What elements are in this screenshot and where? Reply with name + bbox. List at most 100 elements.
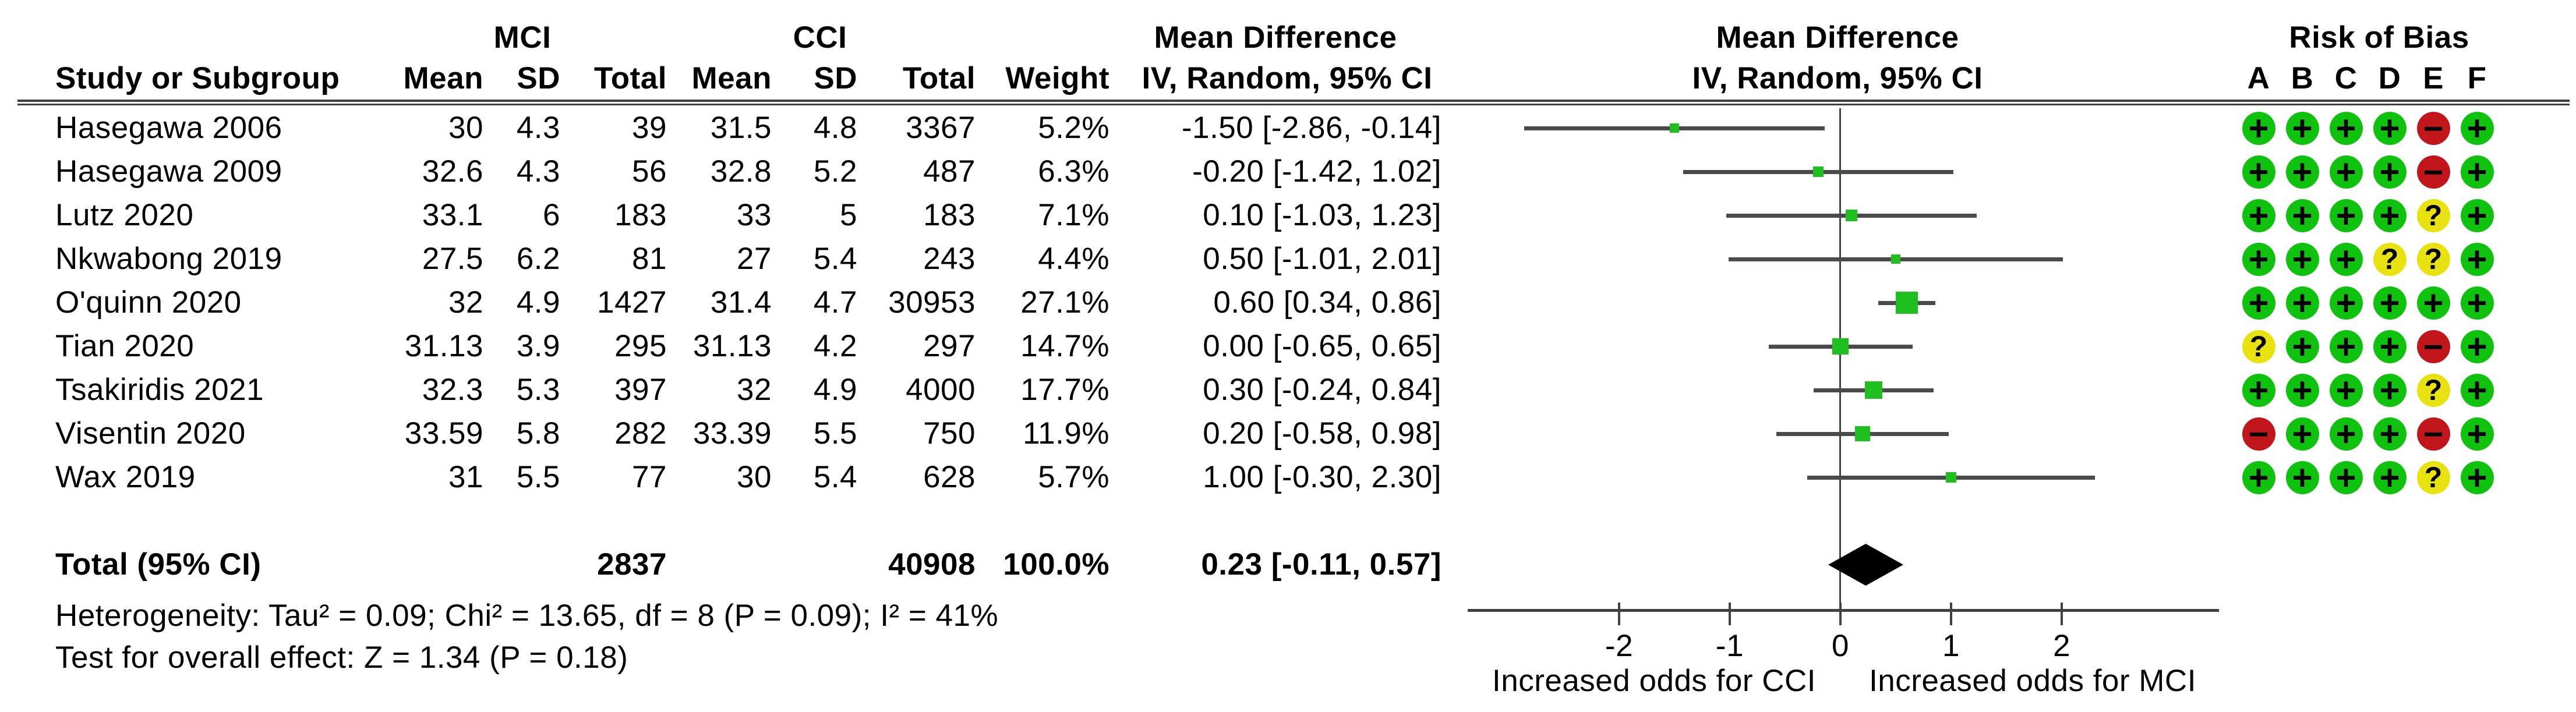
rob-col-letter: D bbox=[2378, 61, 2401, 95]
study-name: Lutz 2020 bbox=[55, 198, 194, 232]
column-header-mean-difference: Mean Difference bbox=[1154, 20, 1397, 55]
study-mci-sd: 5.8 bbox=[516, 416, 560, 451]
study-weight: 11.9% bbox=[1023, 416, 1109, 451]
rob-judgement: − bbox=[2242, 415, 2275, 454]
study-name: Tian 2020 bbox=[55, 329, 195, 363]
effect-square bbox=[1832, 338, 1849, 355]
axis-tick-label: 0 bbox=[1832, 629, 1849, 663]
study-name: O'quinn 2020 bbox=[55, 285, 242, 320]
rob-judgement: ? bbox=[2242, 330, 2275, 363]
study-cci-mean: 32 bbox=[737, 373, 772, 407]
overall-effect-note: Test for overall effect: Z = 1.34 (P = 0… bbox=[55, 640, 628, 675]
rob-judgement: + bbox=[2285, 196, 2319, 235]
plot-axis-line bbox=[1468, 609, 2219, 612]
axis-tick-label: -2 bbox=[1605, 629, 1634, 663]
rob-judgement: + bbox=[2460, 371, 2494, 410]
study-cci-mean: 30 bbox=[737, 460, 772, 494]
rob-judgement: + bbox=[2329, 458, 2363, 497]
study-cci-total: 628 bbox=[923, 460, 976, 494]
rob-judgement: − bbox=[2416, 415, 2450, 454]
study-weight: 5.2% bbox=[1038, 111, 1109, 145]
study-cci-mean: 31.13 bbox=[692, 329, 772, 363]
study-mci-sd: 3.9 bbox=[516, 329, 560, 363]
study-ci-text: 0.30 [-0.24, 0.84] bbox=[1203, 373, 1441, 407]
rob-judgement: + bbox=[2242, 153, 2275, 192]
axis-tick-mark bbox=[1729, 603, 1731, 625]
rob-judgement: + bbox=[2329, 153, 2363, 192]
rob-judgement: + bbox=[2242, 371, 2275, 410]
study-mci-sd: 4.9 bbox=[516, 285, 560, 320]
study-weight: 7.1% bbox=[1038, 198, 1109, 232]
study-mci-sd: 5.5 bbox=[516, 460, 560, 494]
study-mci-mean: 27.5 bbox=[422, 242, 483, 276]
rob-judgement: + bbox=[2460, 284, 2494, 323]
study-mci-mean: 32.6 bbox=[422, 154, 483, 189]
rob-judgement: ? bbox=[2416, 242, 2450, 276]
effect-square bbox=[1895, 291, 1918, 314]
study-cci-total: 183 bbox=[923, 198, 976, 232]
col-header-study: Study or Subgroup bbox=[55, 61, 340, 95]
study-cci-total: 750 bbox=[923, 416, 976, 451]
axis-tick-label: 1 bbox=[1942, 629, 1960, 663]
effect-square bbox=[1846, 210, 1857, 221]
rob-judgement: + bbox=[2242, 240, 2275, 279]
rob-judgement: + bbox=[2329, 284, 2363, 323]
rob-judgement: + bbox=[2285, 327, 2319, 366]
axis-tick-mark bbox=[1950, 603, 1952, 625]
rob-col-letter: C bbox=[2334, 61, 2358, 95]
effect-square bbox=[1864, 381, 1883, 399]
study-mci-sd: 6.2 bbox=[516, 242, 560, 276]
study-cci-mean: 32.8 bbox=[710, 154, 772, 189]
effect-square bbox=[1812, 166, 1824, 178]
group-header-cci: CCI bbox=[793, 20, 847, 55]
rob-judgement: + bbox=[2373, 458, 2407, 497]
study-mci-sd: 4.3 bbox=[516, 111, 560, 145]
study-mci-sd: 5.3 bbox=[516, 373, 560, 407]
study-cci-total: 243 bbox=[923, 242, 976, 276]
study-mci-mean: 31.13 bbox=[404, 329, 483, 363]
rob-judgement: + bbox=[2242, 109, 2275, 148]
total-row-weight: 100.0% bbox=[1003, 547, 1109, 582]
study-ci-text: 0.20 [-0.58, 0.98] bbox=[1203, 416, 1441, 451]
study-cci-total: 4000 bbox=[906, 373, 976, 407]
study-cci-sd: 4.9 bbox=[813, 373, 857, 407]
rob-header-title: Risk of Bias bbox=[2289, 20, 2469, 55]
rob-col-letter: B bbox=[2291, 61, 2314, 95]
rob-judgement: + bbox=[2460, 240, 2494, 279]
col-header-cci-mean: Mean bbox=[691, 61, 772, 95]
study-mci-mean: 33.59 bbox=[404, 416, 483, 451]
rob-judgement: − bbox=[2416, 109, 2450, 148]
rob-judgement: + bbox=[2285, 371, 2319, 410]
study-ci-text: -0.20 [-1.42, 1.02] bbox=[1192, 154, 1441, 189]
effect-square bbox=[1946, 472, 1956, 483]
rob-judgement: − bbox=[2416, 327, 2450, 366]
rob-judgement: + bbox=[2460, 327, 2494, 366]
study-cci-mean: 31.4 bbox=[710, 285, 772, 320]
rob-judgement: + bbox=[2242, 196, 2275, 235]
study-mci-total: 81 bbox=[632, 242, 667, 276]
rob-judgement: + bbox=[2285, 153, 2319, 192]
study-cci-total: 30953 bbox=[888, 285, 976, 320]
total-row-ci: 0.23 [-0.11, 0.57] bbox=[1201, 547, 1441, 582]
axis-tick-mark bbox=[1839, 603, 1842, 625]
rob-judgement: + bbox=[2329, 327, 2363, 366]
study-cci-mean: 33 bbox=[737, 198, 772, 232]
axis-tick-label: 2 bbox=[2053, 629, 2070, 663]
study-weight: 17.7% bbox=[1020, 373, 1109, 407]
rob-judgement: + bbox=[2242, 458, 2275, 497]
col-header-cci-sd: SD bbox=[814, 61, 857, 95]
rob-judgement: + bbox=[2460, 415, 2494, 454]
rob-judgement: + bbox=[2329, 371, 2363, 410]
study-cci-sd: 4.7 bbox=[813, 285, 857, 320]
study-mci-total: 282 bbox=[614, 416, 667, 451]
study-weight: 6.3% bbox=[1038, 154, 1109, 189]
study-mci-total: 183 bbox=[614, 198, 667, 232]
total-row-label: Total (95% CI) bbox=[55, 547, 262, 582]
study-ci-text: 0.10 [-1.03, 1.23] bbox=[1203, 198, 1441, 232]
rob-col-letter: F bbox=[2467, 61, 2487, 95]
study-ci-text: -1.50 [-2.86, -0.14] bbox=[1181, 111, 1441, 145]
rob-judgement: + bbox=[2329, 240, 2363, 279]
rob-judgement: + bbox=[2416, 284, 2450, 323]
rob-judgement: + bbox=[2373, 109, 2407, 148]
rob-col-letter: A bbox=[2247, 61, 2270, 95]
